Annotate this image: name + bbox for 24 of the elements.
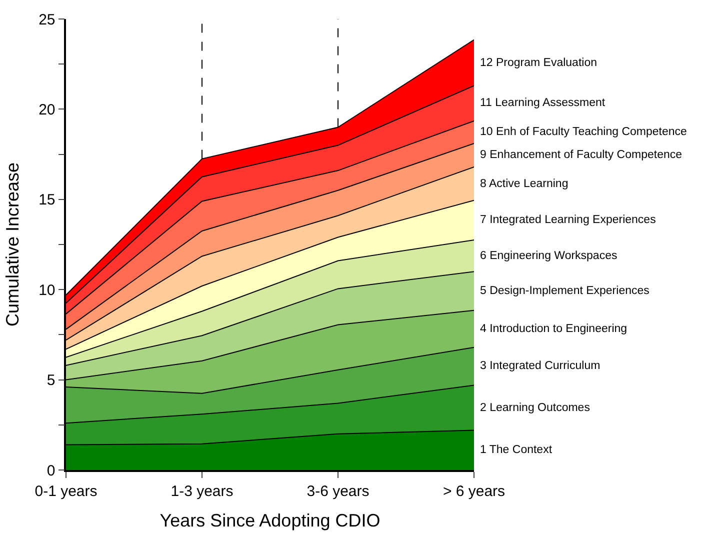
series-label: 5 Design-Implement Experiences	[480, 285, 650, 297]
series-label: 9 Enhancement of Faculty Competence	[480, 149, 682, 161]
series-label: 1 The Context	[480, 444, 553, 456]
x-tick-label: > 6 years	[442, 482, 506, 500]
series-label: 8 Active Learning	[480, 178, 568, 190]
x-tick-label: 3-6 years	[306, 482, 370, 500]
x-tick-label: 0-1 years	[34, 482, 98, 500]
series-label: 2 Learning Outcomes	[480, 402, 590, 414]
series-label: 4 Introduction to Engineering	[480, 323, 628, 335]
series-label: 6 Engineering Workspaces	[480, 250, 618, 262]
y-tick-label: 20	[38, 101, 56, 118]
x-tick-label: 1-3 years	[170, 482, 234, 500]
y-tick-label: 10	[38, 282, 56, 299]
series-label: 12 Program Evaluation	[480, 57, 597, 69]
y-tick-label: 15	[38, 192, 56, 209]
series-label: 10 Enh of Faculty Teaching Competence	[480, 126, 687, 138]
x-axis-title: Years Since Adopting CDIO	[160, 510, 380, 530]
y-tick-label: 25	[38, 11, 56, 28]
series-label: 7 Integrated Learning Experiences	[480, 214, 656, 226]
series-label: 3 Integrated Curriculum	[480, 360, 600, 372]
y-axis-title: Cumulative Increase	[2, 162, 22, 327]
y-tick-label: 0	[46, 462, 56, 480]
series-label: 11 Learning Assessment	[480, 97, 606, 109]
y-tick-label: 5	[46, 372, 56, 390]
